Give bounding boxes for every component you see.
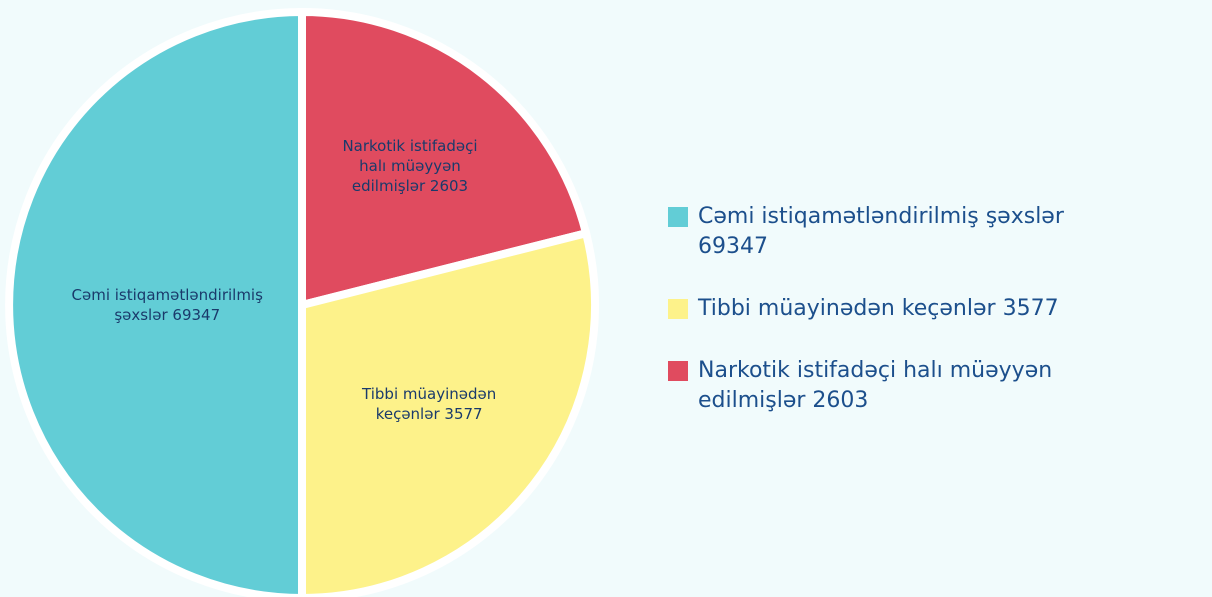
legend-swatch bbox=[668, 299, 688, 319]
legend-name: Tibbi müayinədən keçənlər bbox=[698, 296, 996, 321]
pie-slice bbox=[298, 228, 599, 597]
legend-value: 2603 bbox=[812, 388, 869, 413]
legend-swatch bbox=[668, 207, 688, 227]
legend-name: Cəmi istiqamətləndirilmiş şəxslər bbox=[698, 204, 1064, 229]
slice-label: Tibbi müayinədən keçənlər 3577 bbox=[349, 384, 509, 424]
legend-item: Tibbi müayinədən keçənlər 3577 bbox=[668, 294, 1208, 324]
pie-slice bbox=[298, 7, 591, 311]
slice-label-value: 2603 bbox=[429, 177, 469, 196]
legend: Cəmi istiqamətləndirilmiş şəxslər 69347 T… bbox=[668, 202, 1208, 448]
slice-label-value: 3577 bbox=[444, 405, 483, 423]
slice-label-name: Cəmi istiqamətləndirilmiş şəxslər bbox=[71, 286, 263, 324]
slice-label-name: Tibbi müayinədən keçənlər bbox=[362, 385, 497, 423]
legend-name: Narkotik istifadəçi halı müəyyən edilmiş… bbox=[698, 358, 1053, 413]
slice-label-name: Narkotik istifadəçi halı müəyyən edilmiş… bbox=[342, 137, 478, 196]
slice-label: Cəmi istiqamətləndirilmiş şəxslər 69347 bbox=[47, 285, 287, 325]
slice-label-value: 69347 bbox=[172, 306, 221, 324]
legend-item: Narkotik istifadəçi halı müəyyən edilmiş… bbox=[668, 356, 1208, 416]
legend-value: 69347 bbox=[698, 234, 768, 259]
legend-text: Cəmi istiqamətləndirilmiş şəxslər 69347 bbox=[698, 202, 1138, 262]
legend-value: 3577 bbox=[1002, 296, 1059, 321]
slice-label: Narkotik istifadəçi halı müəyyən edilmiş… bbox=[330, 136, 490, 196]
legend-item: Cəmi istiqamətləndirilmiş şəxslər 69347 bbox=[668, 202, 1208, 262]
legend-text: Narkotik istifadəçi halı müəyyən edilmiş… bbox=[698, 356, 1138, 416]
legend-text: Tibbi müayinədən keçənlər 3577 bbox=[698, 294, 1059, 324]
legend-swatch bbox=[668, 361, 688, 381]
pie-slice bbox=[5, 7, 306, 597]
